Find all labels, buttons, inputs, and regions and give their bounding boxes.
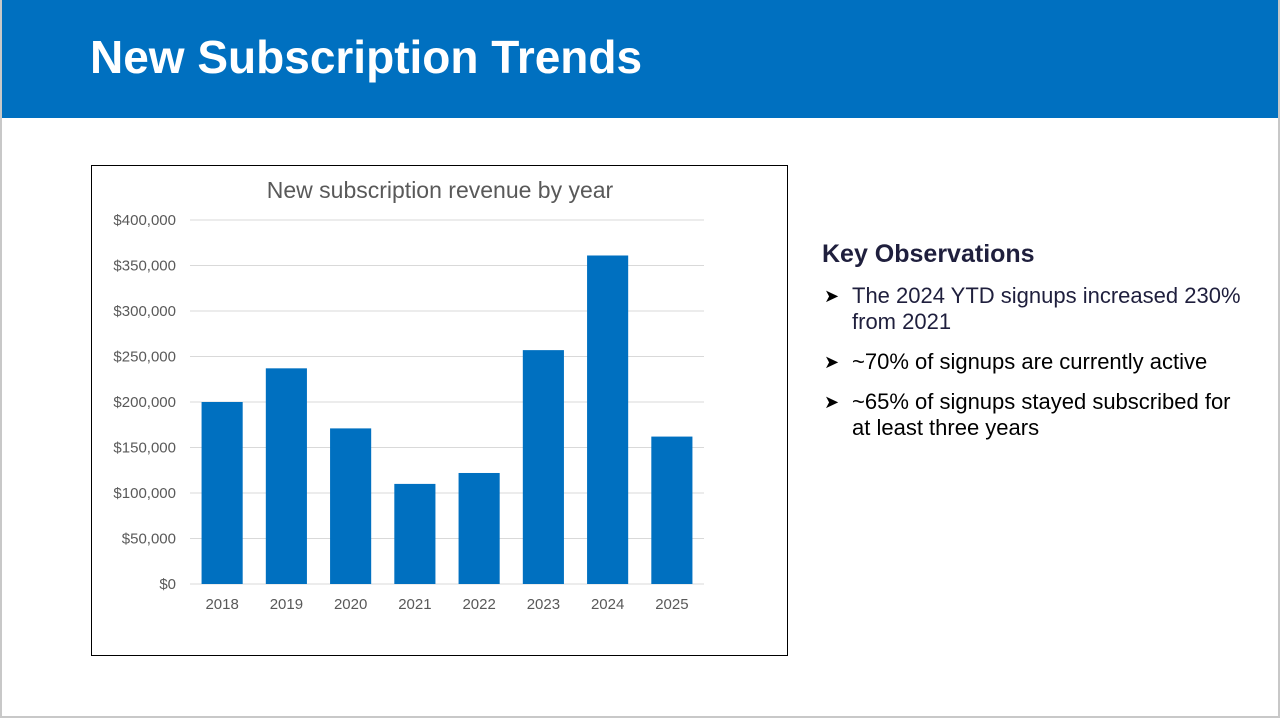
- y-tick-label: $100,000: [113, 485, 176, 502]
- observation-item: ➤ ~70% of signups are currently active: [822, 349, 1242, 375]
- arrowhead-bullet-icon: ➤: [824, 352, 840, 372]
- key-observations: Key Observations ➤ The 2024 YTD signups …: [822, 240, 1242, 455]
- x-tick-label: 2018: [205, 596, 238, 613]
- y-tick-label: $150,000: [113, 440, 176, 457]
- y-tick-label: $50,000: [122, 531, 176, 548]
- chart-title: New subscription revenue by year: [267, 177, 614, 203]
- y-tick-label: $350,000: [113, 258, 176, 275]
- x-tick-label: 2025: [655, 596, 688, 613]
- arrowhead-bullet-icon: ➤: [824, 286, 840, 306]
- observations-heading: Key Observations: [822, 240, 1035, 268]
- x-tick-label: 2023: [527, 596, 560, 613]
- y-tick-label: $400,000: [113, 212, 176, 229]
- y-axis-ticks: $0 $50,000 $100,000 $150,000 $200,000 $250,00…: [113, 212, 176, 593]
- bar-2024: [587, 255, 629, 584]
- revenue-bar-chart: New subscription revenue by year $0 $50,0…: [113, 177, 704, 613]
- chart-frame: New subscription revenue by year $0 $50,0…: [91, 165, 788, 656]
- observation-text: The 2024 YTD signups increased 230% from…: [852, 283, 1241, 334]
- y-tick-label: $0: [159, 576, 176, 593]
- bar-2018: [201, 402, 243, 584]
- bar-2019: [265, 368, 307, 584]
- bar-2021: [394, 483, 436, 584]
- y-tick-label: $250,000: [113, 349, 176, 366]
- x-tick-label: 2022: [462, 596, 495, 613]
- arrowhead-bullet-icon: ➤: [824, 392, 840, 412]
- bar-2025: [651, 436, 693, 584]
- x-tick-label: 2019: [270, 596, 303, 613]
- bar-2022: [458, 472, 500, 584]
- x-tick-label: 2024: [591, 596, 624, 613]
- y-tick-label: $300,000: [113, 303, 176, 320]
- observation-text: ~65% of signups stayed subscribed for at…: [852, 389, 1231, 440]
- x-axis-ticks: 2018 2019 2020 2021 2022 2023 2024 2025: [205, 596, 688, 613]
- observation-item: ➤ ~65% of signups stayed subscribed for …: [822, 389, 1242, 441]
- observation-text: ~70% of signups are currently active: [852, 349, 1208, 374]
- x-tick-label: 2020: [334, 596, 367, 613]
- bar-2020: [330, 428, 372, 584]
- y-tick-label: $200,000: [113, 394, 176, 411]
- x-tick-label: 2021: [398, 596, 431, 613]
- bar-2023: [522, 350, 564, 584]
- slide-title: New Subscription Trends: [90, 31, 643, 83]
- observations-list: ➤ The 2024 YTD signups increased 230% fr…: [822, 283, 1242, 441]
- bars: [201, 255, 693, 584]
- title-bar: New Subscription Trends: [2, 0, 1278, 118]
- observation-item: ➤ The 2024 YTD signups increased 230% fr…: [822, 283, 1242, 335]
